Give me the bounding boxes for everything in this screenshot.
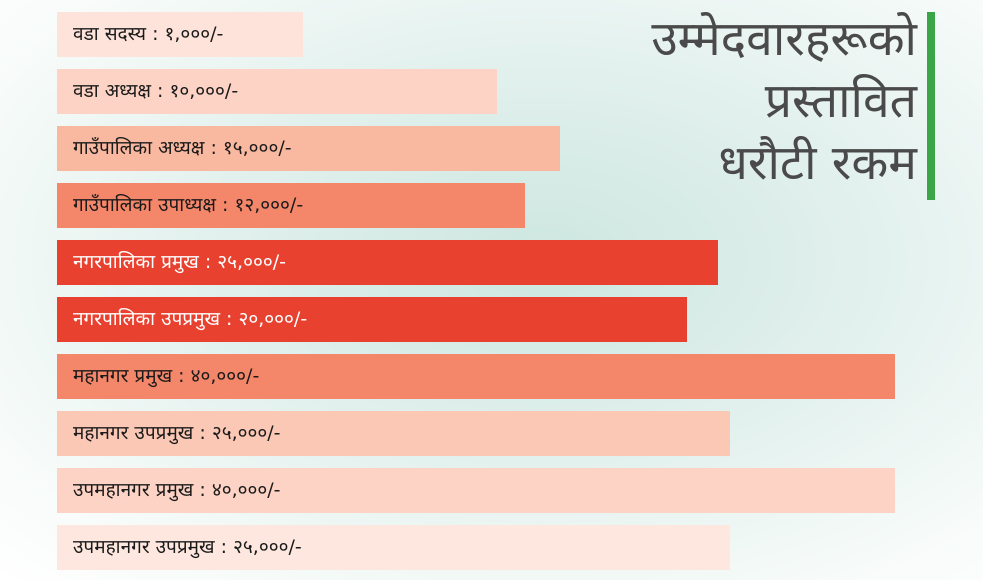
title: उम्मेदवारहरूको प्रस्तावित धरौटी रकम [651,8,917,194]
row: वडा सदस्य : १,०००/- [57,12,303,57]
title-line: उम्मेदवारहरूको [651,11,917,67]
row: महानगर उपप्रमुख : २५,०००/- [57,411,730,456]
row: वडा अध्यक्ष : १०,०००/- [57,69,497,114]
title-line: धरौटी रकम [718,135,917,191]
row: गाउँपालिका उपाध्यक्ष : १२,०००/- [57,183,525,228]
row: उपमहानगर उपप्रमुख : २५,०००/- [57,525,730,570]
row: गाउँपालिका अध्यक्ष : १५,०००/- [57,126,560,171]
accent-bar [927,12,935,200]
title-line: प्रस्तावित [764,73,917,129]
row: महानगर प्रमुख : ४०,०००/- [57,354,895,399]
row: नगरपालिका उपप्रमुख : २०,०००/- [57,297,687,342]
row: नगरपालिका प्रमुख : २५,०००/- [57,240,718,285]
row: उपमहानगर प्रमुख : ४०,०००/- [57,468,895,513]
